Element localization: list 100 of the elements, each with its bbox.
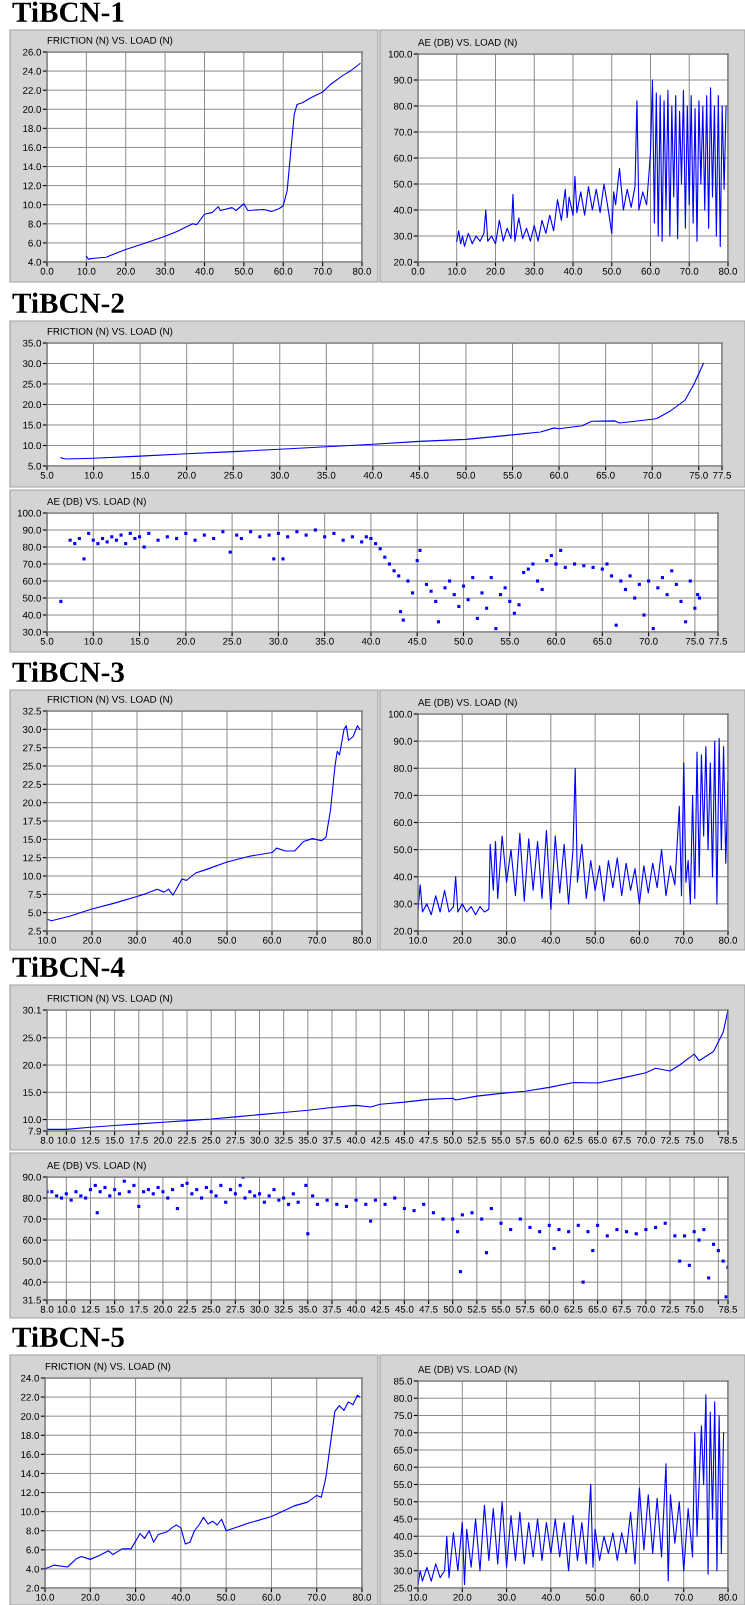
y-tick-label: 30.0 [393, 1567, 413, 1575]
x-tick-label: 22.5 [178, 1136, 197, 1144]
x-tick-label: 80.0 [718, 1593, 738, 1601]
y-tick-label: 7.9 [28, 1127, 41, 1135]
y-tick-label: 5.0 [28, 462, 42, 470]
x-tick-label: 10.0 [409, 1593, 428, 1601]
x-tick-label: 60.0 [540, 1305, 559, 1313]
y-tick-label: 32.5 [22, 707, 42, 715]
chart-title: FRICTION (N) VS. LOAD (N) [47, 994, 173, 1004]
x-tick-label: 47.5 [419, 1305, 438, 1313]
x-tick-label: 60.0 [262, 1593, 281, 1601]
y-tick-label: 20.0 [23, 401, 42, 409]
x-tick-label: 5.0 [40, 637, 54, 645]
text: TiBCN-5 [12, 1326, 124, 1348]
x-tick-label: 50.0 [217, 936, 237, 944]
x-tick-label: 40.0 [541, 936, 560, 944]
x-tick-label: 10.0 [77, 267, 96, 275]
x-tick-label: 70.0 [636, 1305, 655, 1313]
x-tick-label: 45.0 [410, 471, 429, 479]
x-tick-label: 55.0 [491, 1305, 511, 1313]
y-tick-label: 17.5 [23, 817, 42, 825]
y-tick-label: 24.0 [21, 1374, 40, 1382]
x-tick-label: 40.0 [172, 936, 192, 944]
x-tick-label: 70.0 [643, 471, 662, 479]
text: TiBCN-4 [12, 956, 125, 978]
x-tick-label: 65.0 [593, 637, 612, 645]
x-tick-label: 8.0 [40, 1136, 54, 1144]
text: TiBCN-2 [12, 292, 124, 314]
x-tick-label: 30.0 [126, 1593, 145, 1601]
y-tick-label: 22.5 [23, 781, 42, 788]
x-tick-label: 75.0 [685, 1305, 704, 1313]
y-tick-label: 20.0 [23, 1061, 42, 1069]
y-tick-label: 10.0 [23, 872, 42, 880]
y-tick-label: 2.5 [28, 927, 42, 935]
x-tick-label: 15.0 [105, 1136, 124, 1144]
x-tick-label: 25.0 [224, 471, 243, 479]
y-tick-label: 50.0 [393, 846, 413, 854]
y-tick-label: 12.0 [23, 182, 42, 190]
y-tick-label: 60.0 [394, 154, 413, 162]
y-tick-label: 20.0 [394, 927, 413, 935]
y-tick-label: 100.0 [388, 50, 413, 58]
x-tick-label: 50.0 [586, 1593, 605, 1601]
x-tick-label: 67.5 [612, 1136, 631, 1144]
x-tick-label: 15.0 [105, 1305, 124, 1313]
x-tick-label: 78.5 [719, 1305, 738, 1313]
y-tick-label: 20.0 [21, 1412, 40, 1420]
chart-title: AE (DB) VS. LOAD (N) [418, 698, 517, 708]
y-tick-label: 30.0 [22, 628, 42, 636]
y-tick-label: 45.0 [393, 1515, 413, 1523]
x-tick-label: 32.5 [274, 1305, 293, 1313]
y-tick-label: 12.5 [23, 854, 42, 862]
y-tick-label: 70.0 [394, 1429, 413, 1437]
x-tick-label: 52.5 [467, 1136, 486, 1144]
x-tick-label: 60.0 [641, 267, 660, 275]
line-series [85, 62, 361, 260]
x-tick-label: 8.0 [40, 1305, 54, 1313]
x-tick-label: 55.0 [500, 637, 519, 645]
x-tick-label: 52.5 [467, 1305, 486, 1313]
y-tick-label: 6.0 [26, 1546, 40, 1554]
x-tick-label: 70.0 [674, 1593, 693, 1601]
y-tick-label: 20.0 [394, 258, 413, 266]
x-tick-label: 77.5 [709, 637, 728, 645]
y-tick-label: 12.0 [21, 1489, 40, 1497]
y-tick-label: 25.0 [23, 762, 42, 770]
x-tick-label: 65.0 [596, 471, 615, 479]
x-tick-label: 35.0 [317, 471, 336, 479]
y-tick-label: 70.0 [394, 792, 413, 799]
text: TiBCN-1 [12, 1, 124, 23]
line-series [456, 79, 727, 247]
x-tick-label: 45.0 [407, 637, 427, 645]
x-tick-label: 40.0 [346, 1136, 366, 1144]
x-tick-label: 67.5 [612, 1305, 631, 1313]
x-tick-label: 10.0 [84, 637, 103, 645]
y-tick-label: 40.0 [393, 206, 413, 214]
x-tick-label: 27.5 [226, 1136, 245, 1144]
y-tick-label: 20.0 [23, 106, 42, 113]
x-tick-label: 77.5 [713, 471, 732, 479]
x-tick-label: 65.0 [588, 1305, 607, 1313]
x-tick-label: 42.5 [371, 1136, 390, 1144]
x-tick-label: 5.0 [40, 471, 54, 479]
x-tick-label: 80.0 [352, 1593, 372, 1601]
y-tick-label: 14.0 [21, 1470, 40, 1478]
chart-title: AE (DB) VS. LOAD (N) [418, 38, 517, 48]
y-tick-label: 90.0 [22, 526, 42, 534]
y-tick-label: 50.0 [22, 594, 42, 602]
y-tick-label: 27.5 [23, 744, 42, 752]
y-tick-label: 40.0 [393, 1532, 413, 1540]
x-tick-label: 20.0 [153, 1136, 172, 1144]
x-tick-label: 62.5 [564, 1136, 583, 1144]
x-tick-label: 20.0 [116, 267, 135, 275]
y-tick-label: 100.0 [388, 710, 413, 718]
chart-title: FRICTION (N) VS. LOAD (N) [47, 327, 173, 337]
y-tick-label: 7.5 [28, 891, 42, 898]
x-tick-label: 20.0 [83, 936, 102, 944]
x-tick-label: 72.5 [661, 1305, 680, 1313]
y-tick-label: 10.0 [23, 1116, 42, 1124]
y-tick-label: 30.0 [393, 900, 413, 908]
y-tick-label: 90.0 [393, 737, 413, 745]
y-tick-label: 90.0 [393, 76, 413, 84]
x-tick-label: 35.0 [298, 1136, 317, 1144]
